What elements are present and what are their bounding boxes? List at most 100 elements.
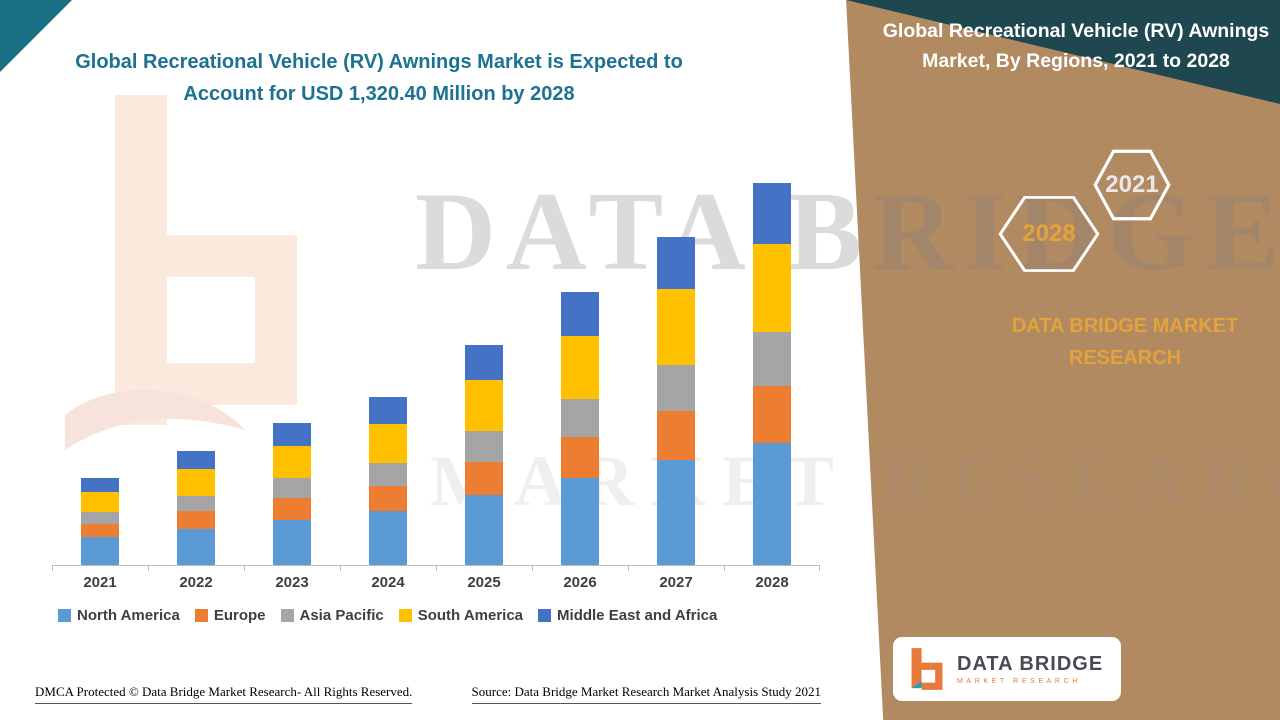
- legend-swatch: [280, 609, 294, 622]
- bar-segment: [657, 237, 695, 290]
- bar-segment: [561, 292, 599, 336]
- bar-segment: [177, 528, 215, 565]
- bar-segment: [369, 511, 407, 565]
- axis-tick: [244, 565, 245, 571]
- legend-swatch: [194, 609, 208, 622]
- bar-segment: [177, 511, 215, 529]
- legend-item: South America: [398, 607, 523, 624]
- bar-segment: [273, 498, 311, 520]
- brand-text: DATA BRIDGE MARKET RESEARCH: [1011, 315, 1239, 369]
- legend-item: Europe: [194, 607, 266, 624]
- axis-tick: [52, 565, 53, 571]
- bar-segment: [177, 451, 215, 470]
- source-note: Source: Data Bridge Market Research Mark…: [471, 684, 821, 704]
- logo-text: DATA BRIDGE MARKET RESEARCH: [957, 653, 1103, 686]
- bar-group-2024: [340, 397, 436, 565]
- legend-item: Asia Pacific: [280, 607, 384, 624]
- x-axis-label: 2024: [371, 574, 405, 591]
- bar-segment: [465, 494, 503, 565]
- x-axis-label: 2023: [275, 574, 309, 591]
- axis-tick: [340, 565, 341, 571]
- bar-segment: [177, 495, 215, 512]
- legend-label: North America: [77, 607, 180, 624]
- legend-item: Middle East and Africa: [538, 607, 717, 624]
- bar-segment: [369, 424, 407, 463]
- bar-segment: [753, 183, 791, 245]
- right-panel-title: Global Recreational Vehicle (RV) Awnings…: [882, 20, 1270, 73]
- axis-tick: [819, 565, 820, 571]
- bar-segment: [657, 410, 695, 460]
- bar-segment: [273, 478, 311, 499]
- x-axis-label: 2028: [755, 574, 789, 591]
- watermark-logo-b: [55, 85, 355, 490]
- axis-tick: [148, 565, 149, 571]
- x-axis-line: [52, 565, 820, 571]
- axis-tick: [628, 565, 629, 571]
- hexagon-2021-label: 2021: [1105, 171, 1159, 198]
- stacked-bar-chart: 2021 2022 2023 2024 2025 2026 2027 2028 North A…: [52, 150, 820, 624]
- x-axis-label: 2021: [83, 574, 117, 591]
- bar-segment: [753, 442, 791, 565]
- watermark-text-data-bridge: DATA BRIDGE: [415, 170, 1280, 294]
- bar-segment: [561, 477, 599, 565]
- bar-segment: [465, 431, 503, 462]
- bar-segment: [369, 486, 407, 512]
- x-axis-label: 2026: [563, 574, 597, 591]
- x-axis-label: 2025: [467, 574, 501, 591]
- hexagon-2028-label: 2028: [1022, 220, 1076, 247]
- bar-segment: [465, 461, 503, 495]
- legend-swatch: [398, 609, 412, 622]
- legend-label: Europe: [213, 607, 266, 624]
- bar-segment: [81, 524, 119, 538]
- legend-item: North America: [58, 607, 180, 624]
- x-axis-label: 2022: [179, 574, 213, 591]
- dmca-notice: DMCA Protected © Data Bridge Market Rese…: [35, 684, 413, 704]
- legend-swatch: [538, 609, 552, 622]
- legend-label: Asia Pacific: [299, 607, 384, 624]
- bar-segment: [753, 385, 791, 443]
- chart-title: Global Recreational Vehicle (RV) Awnings…: [75, 51, 683, 105]
- bar-group-2021: [52, 478, 148, 565]
- bar-segment: [657, 460, 695, 565]
- hexagon-outline-icon: [1093, 149, 1171, 221]
- x-axis-label: 2027: [659, 574, 693, 591]
- bar-segment: [657, 289, 695, 365]
- bar-segment: [81, 537, 119, 565]
- hexagon-2028: 2028: [996, 194, 1102, 274]
- hexagon-2021: 2021: [1092, 148, 1172, 222]
- bar-group-2028: [724, 183, 820, 565]
- plot-area: [52, 150, 820, 565]
- axis-tick: [436, 565, 437, 571]
- legend: North America Europe Asia Pacific South Ame…: [58, 607, 820, 624]
- legend-swatch: [58, 609, 71, 622]
- hexagon-outline-icon: [998, 196, 1100, 272]
- bar-segment: [753, 332, 791, 386]
- bar-segment: [369, 462, 407, 487]
- bar-segment: [273, 422, 311, 446]
- legend-label: Middle East and Africa: [557, 607, 718, 624]
- bar-segment: [81, 512, 119, 525]
- bar-segment: [177, 469, 215, 496]
- x-axis-labels: 2021 2022 2023 2024 2025 2026 2027 2028: [52, 574, 820, 591]
- bar-segment: [81, 478, 119, 493]
- data-bridge-logo: DATA BRIDGE MARKET RESEARCH: [893, 637, 1121, 701]
- axis-tick: [532, 565, 533, 571]
- bar-segment: [561, 436, 599, 478]
- bar-group-2026: [532, 292, 628, 565]
- bar-segment: [465, 380, 503, 432]
- logo-subtitle: MARKET RESEARCH: [957, 677, 1081, 685]
- bar-segment: [561, 398, 599, 437]
- bar-group-2025: [436, 345, 532, 565]
- axis-tick: [724, 565, 725, 571]
- bar-segment: [81, 492, 119, 513]
- bar-group-2027: [628, 237, 724, 565]
- bar-segment: [273, 445, 311, 479]
- bar-group-2023: [244, 422, 340, 565]
- footer: DMCA Protected © Data Bridge Market Rese…: [35, 684, 821, 704]
- bar-segment: [561, 335, 599, 399]
- bar-group-2022: [148, 451, 244, 565]
- logo-b-icon: [911, 648, 943, 690]
- logo-name: DATA BRIDGE: [957, 652, 1104, 675]
- bar-segment: [369, 397, 407, 425]
